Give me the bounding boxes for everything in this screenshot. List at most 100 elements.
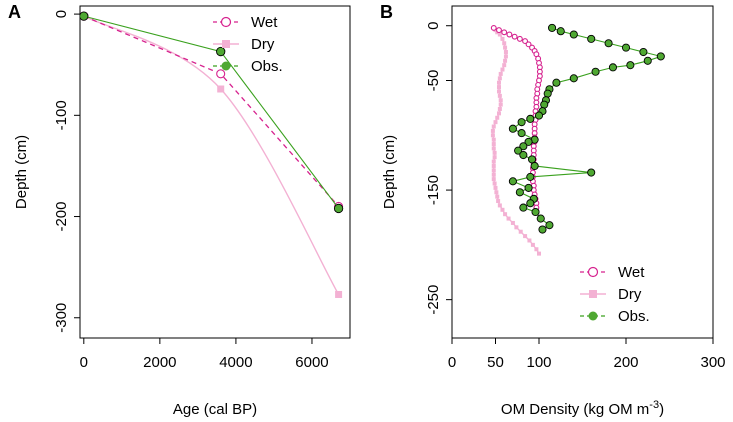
- obs-point: [80, 11, 89, 21]
- y-tick-label: 0: [425, 22, 442, 30]
- dry-point: [496, 80, 501, 85]
- series-dry: [80, 12, 343, 298]
- legend-label: Obs.: [618, 308, 650, 325]
- x-axis-label-text: OM Density (kg OM m: [501, 401, 649, 418]
- wet-point: [216, 69, 226, 79]
- x-tick-label: 50: [487, 354, 504, 371]
- x-axis-label-end: ): [659, 401, 664, 418]
- legend-label: Dry: [251, 36, 275, 53]
- y-axis-label: Depth (cm): [13, 135, 30, 209]
- dry-point: [217, 85, 225, 93]
- obs-point: [536, 214, 545, 223]
- obs-point: [534, 111, 544, 120]
- obs-line: [83, 15, 340, 209]
- y-axis-label: Depth (cm): [381, 135, 398, 209]
- dry-line: [83, 15, 340, 295]
- obs-point: [515, 188, 524, 197]
- dry-point: [530, 242, 535, 247]
- dry-point: [514, 225, 519, 230]
- dry-point: [498, 71, 503, 76]
- legend-label: Dry: [618, 286, 642, 303]
- legend-wet-marker: [220, 16, 232, 28]
- plot-frame: [79, 5, 351, 339]
- y-tick-label: -250: [425, 285, 442, 315]
- dry-point: [496, 111, 501, 116]
- x-axis-label-text: Age (cal BP): [173, 401, 257, 418]
- dry-point: [523, 234, 528, 239]
- obs-point: [538, 225, 547, 234]
- y-tick-label: 0: [53, 10, 70, 18]
- dry-point: [500, 36, 505, 41]
- dry-point: [494, 190, 499, 195]
- legend-dry-marker: [589, 290, 597, 298]
- x-tick-label: 200: [613, 354, 638, 371]
- dry-point: [497, 76, 502, 81]
- obs-point: [626, 61, 635, 70]
- dry-point: [497, 93, 502, 98]
- obs-point: [548, 23, 557, 32]
- obs-point: [527, 155, 537, 164]
- obs-point: [216, 46, 226, 57]
- obs-point: [333, 203, 344, 214]
- plot-frame: [451, 5, 714, 339]
- series-obs: [80, 11, 344, 214]
- obs-point: [639, 47, 648, 57]
- dry-point: [495, 194, 500, 199]
- dry-point: [500, 207, 505, 212]
- dry-point: [491, 168, 496, 173]
- obs-point: [621, 43, 631, 52]
- obs-point: [524, 137, 533, 146]
- wet-point: [506, 31, 513, 38]
- legend-item: Dry: [580, 286, 642, 303]
- dry-point: [503, 50, 508, 55]
- x-tick-label: 6000: [295, 354, 328, 371]
- legend-label: Wet: [251, 14, 278, 31]
- x-tick-label: 100: [526, 354, 551, 371]
- dry-point: [500, 67, 505, 72]
- dry-point: [491, 177, 496, 182]
- x-tick-label: 4000: [219, 354, 252, 371]
- x-axis-label: Age (cal BP): [173, 401, 257, 418]
- obs-point: [526, 172, 535, 181]
- legend-item: Dry: [213, 36, 275, 53]
- obs-point: [545, 221, 554, 230]
- obs-point: [508, 177, 517, 186]
- dry-point: [492, 150, 497, 155]
- obs-point: [524, 183, 533, 192]
- legend-obs-marker: [221, 61, 231, 71]
- dry-point: [496, 85, 501, 90]
- dry-point: [496, 199, 501, 204]
- dry-point: [493, 120, 498, 125]
- dry-point: [497, 32, 502, 37]
- dry-point: [497, 106, 502, 111]
- data-layer: [80, 11, 344, 298]
- dry-point: [502, 41, 507, 46]
- obs-point: [587, 168, 596, 177]
- dry-point: [497, 203, 502, 208]
- wet-point: [511, 33, 518, 40]
- series-dry: [490, 25, 541, 256]
- legend: Wet Dry Obs.: [213, 14, 283, 75]
- dry-point: [506, 216, 511, 221]
- legend-item: Obs.: [213, 58, 283, 75]
- series-obs: [508, 23, 665, 234]
- dry-point: [491, 146, 496, 151]
- obs-point: [543, 89, 552, 98]
- obs-point: [556, 27, 565, 36]
- data-layer: [490, 23, 665, 256]
- obs-point: [519, 142, 528, 151]
- panel-a: A 0 2000 4000 6000 0 -100 -200 -300 Age (cal BP) D…: [8, 2, 351, 418]
- obs-point: [591, 67, 600, 76]
- y-tick-label: -300: [53, 303, 70, 333]
- x-tick-label: 2000: [143, 354, 176, 371]
- obs-point: [569, 30, 578, 39]
- legend-wet-marker: [587, 266, 599, 278]
- obs-point: [608, 63, 618, 72]
- wet-point: [501, 29, 508, 36]
- dry-point: [491, 142, 496, 147]
- dry-point: [493, 185, 498, 190]
- legend-label: Obs.: [251, 58, 283, 75]
- obs-point: [643, 56, 652, 65]
- obs-point: [569, 74, 578, 83]
